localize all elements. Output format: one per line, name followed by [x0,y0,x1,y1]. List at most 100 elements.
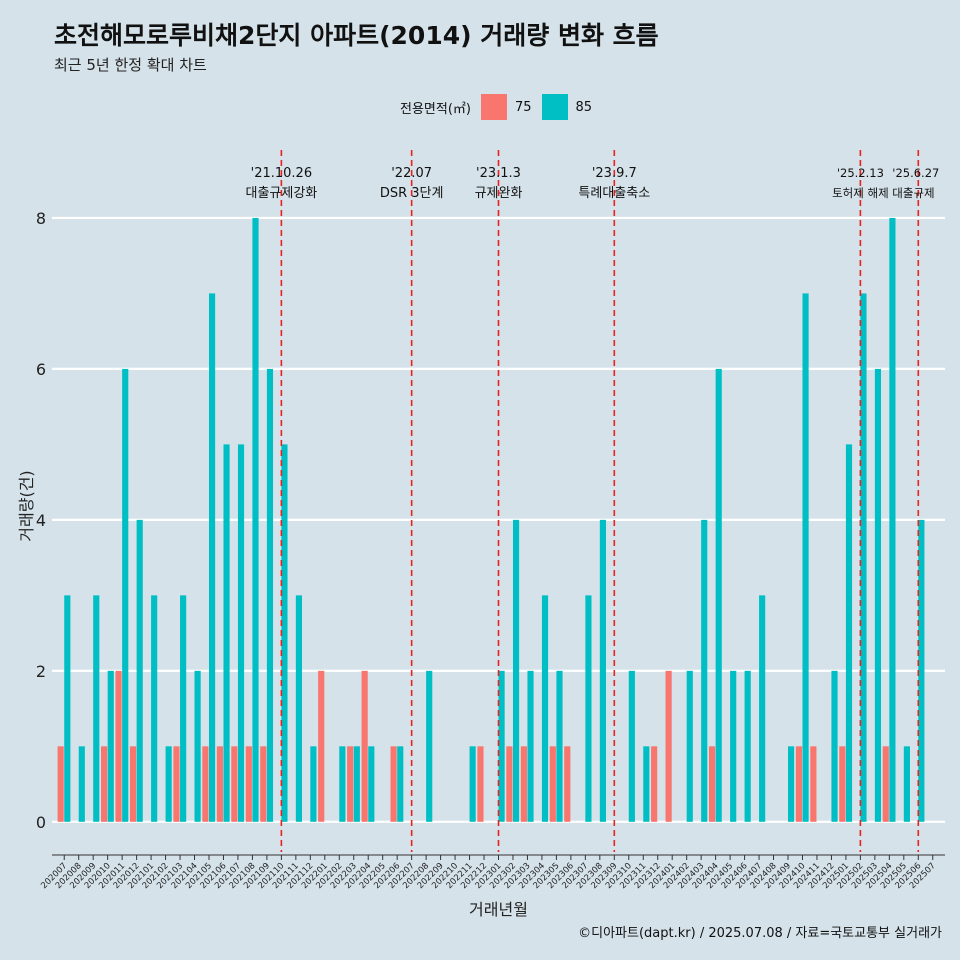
bar-85-202304 [541,595,549,822]
legend-swatch-85 [541,94,568,120]
bar-75-202106 [216,746,223,822]
bar-85-202403 [701,519,708,822]
bar-75-202410 [795,746,802,822]
bar-85-202208 [426,670,433,822]
bar-85-202112 [310,746,317,822]
bar-85-202109 [266,368,274,822]
bar-85-202108 [252,217,259,822]
bar-85-202410 [802,293,809,822]
bar-85-202102 [165,746,172,822]
legend-swatch-75 [480,94,507,120]
bar-85-202012 [136,519,143,822]
bar-75-202011 [115,670,122,822]
bar-85-202103 [180,595,187,822]
bar-85-202503 [874,368,882,822]
legend-title: 전용면적(㎡) [400,101,471,117]
bar-85-202206 [397,746,404,822]
bar-85-202404 [715,368,722,822]
bar-85-202008 [78,746,85,822]
bar-75-202109 [260,746,267,822]
bar-85-202111 [295,595,303,822]
bar-75-202212 [477,746,484,822]
legend-label-75: 75 [514,99,532,115]
event-label: DSR 3단계 [380,186,444,201]
bar-85-202211 [469,746,476,822]
bar-75-202303 [520,746,527,822]
bar-75-202404 [708,746,716,822]
bar-85-202007 [64,595,71,822]
bar-75-202501 [839,746,846,822]
chart-subtitle: 최근 5년 한정 확대 차트 [54,56,207,74]
bar-85-202302 [512,519,520,822]
bar-85-202406 [744,670,751,822]
bar-75-202105 [202,746,209,822]
bar-85-202407 [759,595,766,822]
bar-85-202101 [151,595,158,822]
bar-75-202012 [129,746,137,822]
x-axis-title: 거래년월 [469,900,528,919]
y-axis-title: 거래량(건) [17,470,36,541]
y-tick-label: 4 [36,511,46,530]
event-date: '25.6.27 [892,166,939,180]
bar-85-202010 [107,670,114,822]
bar-85-202505 [903,746,910,822]
event-date: '23.1.3 [476,166,521,181]
bar-75-202204 [361,670,368,822]
bar-85-202301 [498,670,505,822]
bar-85-202504 [889,217,896,822]
bar-75-202103 [173,746,180,822]
bar-85-202011 [122,368,129,822]
bar-85-202412 [831,670,838,822]
bar-75-202203 [347,746,354,822]
bar-75-202312 [651,746,658,822]
bar-85-202409 [788,746,795,822]
bar-85-202009 [93,595,100,822]
y-tick-label: 8 [36,209,46,228]
bar-85-202106 [223,444,230,822]
bar-75-202206 [390,746,397,822]
bar-85-202305 [556,670,563,822]
bar-85-202308 [599,519,606,822]
bar-75-202305 [549,746,556,822]
bar-85-202104 [194,670,201,822]
event-date: '23.9.7 [592,166,637,181]
bar-85-202311 [643,746,650,822]
event-label: 대출규제 [892,186,934,200]
bar-75-202108 [245,746,252,822]
bar-85-202105 [208,293,216,822]
bar-85-202204 [368,746,375,822]
bar-85-202501 [845,444,853,822]
bar-85-202307 [585,595,592,822]
y-tick-label: 0 [36,813,46,832]
bar-75-202504 [882,746,889,822]
bar-85-202110 [281,444,288,822]
bar-85-202203 [353,746,360,822]
bar-85-202310 [628,670,635,822]
source-caption: ©디아파트(dapt.kr) / 2025.07.08 / 자료=국토교통부 실… [578,926,942,941]
event-label: 토허제 해제 [832,186,889,200]
bar-75-202007 [57,746,64,822]
event-date: '25.2.13 [837,166,884,180]
y-tick-label: 6 [36,360,46,379]
event-label: 대출규제강화 [245,186,317,201]
bar-75-202107 [231,746,238,822]
bar-75-202201 [318,670,325,822]
legend-label-85: 85 [575,99,593,115]
event-label: 규제완화 [475,186,523,201]
event-date: '21.10.26 [251,166,312,181]
bar-75-202010 [101,746,108,822]
bar-75-202411 [810,746,817,822]
y-tick-label: 2 [36,662,46,681]
event-date: '22.07 [391,166,432,181]
bar-85-202107 [237,444,245,822]
bar-75-202302 [506,746,513,822]
bar-75-202306 [564,746,571,822]
bar-85-202506 [918,519,925,822]
legend: 전용면적(㎡) 75 85 [400,93,592,121]
bar-85-202402 [686,670,693,822]
bar-75-202401 [665,670,672,822]
bar-85-202303 [527,670,534,822]
chart-title: 초전해모로루비채2단지 아파트(2014) 거래량 변화 흐름 [54,21,659,50]
event-label: 특례대출축소 [578,186,650,201]
